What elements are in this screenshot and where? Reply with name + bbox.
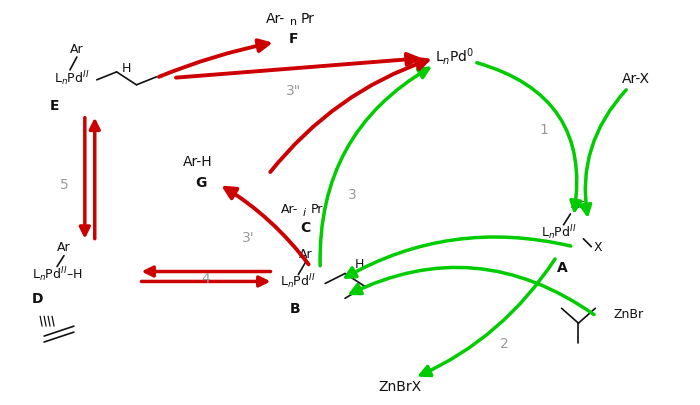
Text: Pr: Pr (310, 203, 323, 216)
Text: 3: 3 (348, 188, 356, 202)
Text: Ar-: Ar- (266, 12, 286, 26)
Text: 5: 5 (60, 178, 69, 192)
Text: L$_n$Pd$^{II}$: L$_n$Pd$^{II}$ (281, 271, 316, 290)
Text: Pr: Pr (300, 12, 314, 26)
Text: Ar: Ar (570, 198, 584, 211)
Text: 3': 3' (242, 230, 255, 244)
Text: Ar: Ar (298, 247, 312, 260)
Text: 4: 4 (202, 272, 211, 286)
Text: 2: 2 (500, 336, 508, 350)
Text: F: F (288, 32, 298, 46)
Text: L$_n$Pd$^{II}$: L$_n$Pd$^{II}$ (54, 69, 90, 88)
Text: ZnBrX: ZnBrX (378, 379, 421, 393)
Text: Ar: Ar (57, 241, 71, 254)
Text: E: E (50, 98, 60, 113)
Text: H: H (122, 62, 131, 75)
Text: L$_n$Pd$^{II}$–H: L$_n$Pd$^{II}$–H (32, 264, 83, 283)
Text: Ar-X: Ar-X (622, 72, 650, 85)
Text: L$_n$Pd$^0$: L$_n$Pd$^0$ (435, 45, 474, 66)
Text: n: n (290, 17, 298, 27)
Text: 3": 3" (286, 83, 301, 98)
Text: Ar: Ar (70, 43, 84, 55)
Text: G: G (195, 176, 206, 190)
Text: B: B (290, 302, 301, 315)
Text: A: A (557, 260, 568, 274)
Text: Ar-H: Ar-H (183, 155, 213, 169)
Text: ZnBr: ZnBr (613, 307, 643, 320)
Text: 1: 1 (539, 123, 548, 137)
Text: C: C (300, 220, 310, 234)
Text: D: D (32, 292, 43, 306)
Text: L$_n$Pd$^{II}$: L$_n$Pd$^{II}$ (540, 223, 576, 241)
Text: i: i (302, 207, 305, 217)
Text: H: H (355, 258, 365, 271)
Text: Ar-: Ar- (281, 203, 298, 216)
Text: X: X (594, 241, 602, 254)
